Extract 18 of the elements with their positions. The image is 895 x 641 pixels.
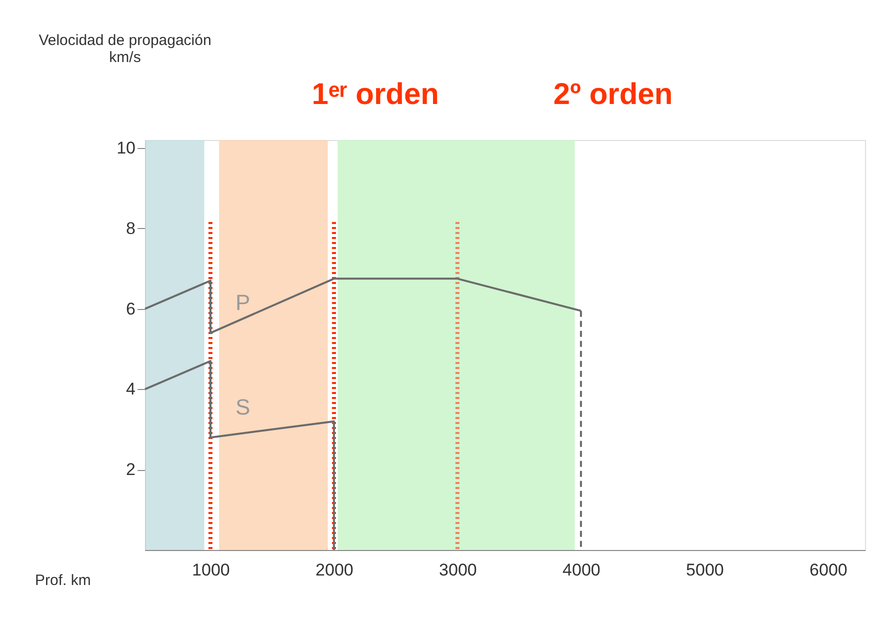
text: 1ᵉʳ orden [312, 78, 439, 111]
series-label: S [235, 394, 250, 420]
y-tick-label: 4 [126, 380, 136, 399]
x-tick-label: 6000 [810, 560, 848, 580]
series-label: P [235, 290, 250, 315]
x-tick-label: 1000 [192, 560, 230, 580]
line-series [144, 360, 335, 551]
x-tick-label: 5000 [686, 560, 724, 580]
x-axis-title: Prof. km [35, 572, 91, 589]
y-tick-label: 6 [126, 299, 136, 318]
y-tick-label: 10 [116, 138, 136, 158]
x-tick-label: 2000 [316, 560, 354, 580]
y-tick-label: 2 [126, 460, 136, 480]
text: 2º orden [553, 78, 673, 111]
x-tick-label: 4000 [562, 560, 600, 580]
y-tick-label: 8 [126, 218, 136, 238]
x-tick-label: 3000 [439, 560, 477, 580]
y-axis-title: Velocidad de propagación km/s [38, 32, 212, 66]
